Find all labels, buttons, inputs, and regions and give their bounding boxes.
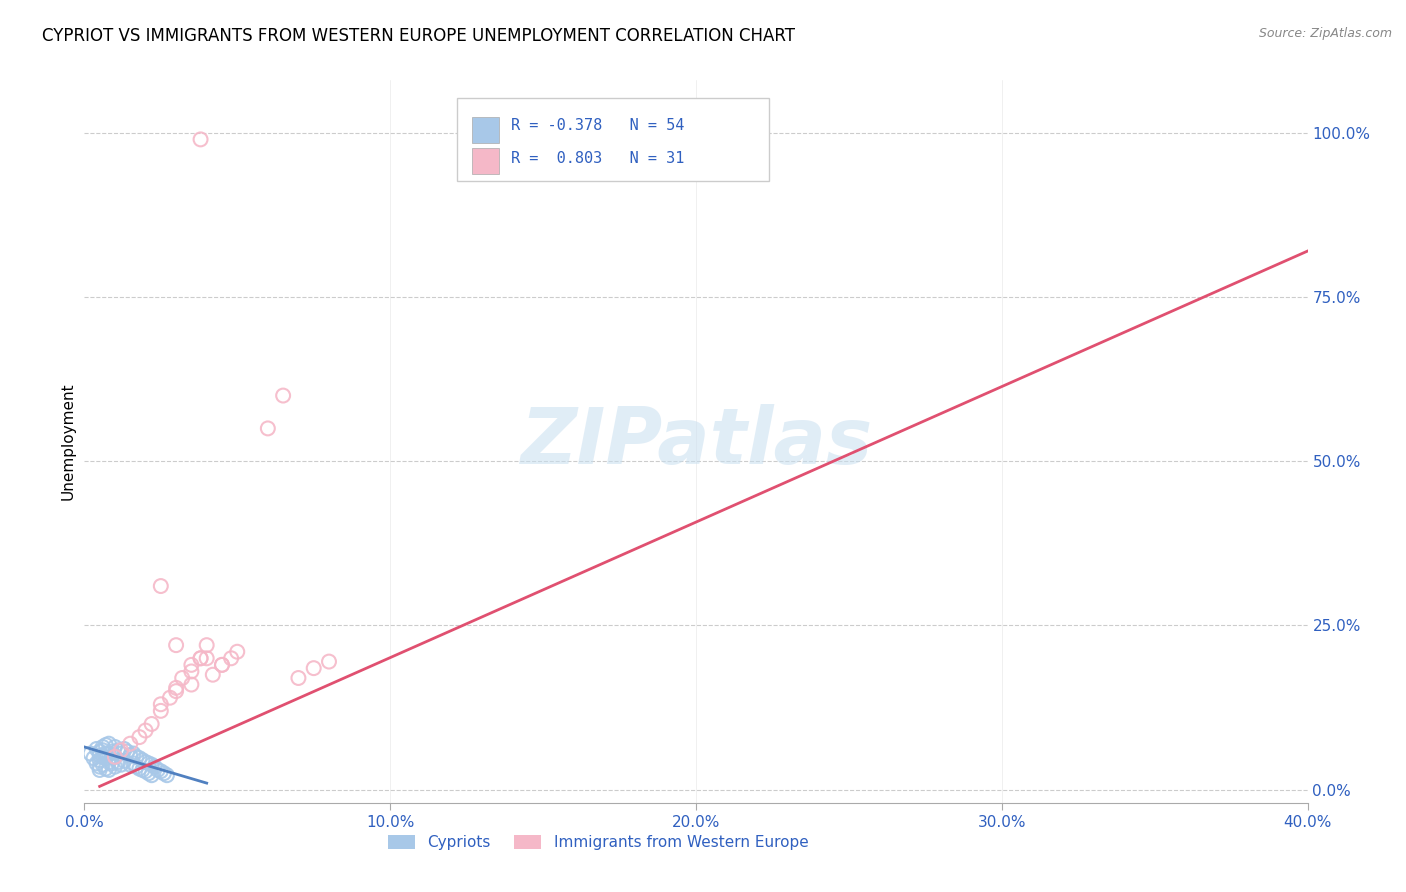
Point bbox=[211, 657, 233, 672]
Point bbox=[122, 756, 145, 771]
Point bbox=[97, 755, 120, 769]
Point bbox=[149, 704, 172, 718]
Point bbox=[125, 749, 148, 764]
Point bbox=[195, 651, 218, 665]
Point bbox=[110, 757, 132, 772]
Point bbox=[135, 723, 157, 738]
Point bbox=[190, 651, 212, 665]
Point bbox=[94, 751, 117, 765]
Point bbox=[180, 665, 202, 679]
Point bbox=[141, 757, 163, 772]
Point bbox=[135, 764, 157, 779]
Point bbox=[97, 747, 120, 761]
Point bbox=[271, 388, 294, 402]
Point bbox=[165, 681, 187, 695]
Point bbox=[94, 738, 117, 752]
Text: Source: ZipAtlas.com: Source: ZipAtlas.com bbox=[1258, 27, 1392, 40]
Point bbox=[141, 768, 163, 782]
Text: CYPRIOT VS IMMIGRANTS FROM WESTERN EUROPE UNEMPLOYMENT CORRELATION CHART: CYPRIOT VS IMMIGRANTS FROM WESTERN EUROP… bbox=[42, 27, 796, 45]
FancyBboxPatch shape bbox=[472, 148, 499, 174]
Point bbox=[104, 760, 127, 774]
FancyBboxPatch shape bbox=[457, 98, 769, 181]
Point bbox=[172, 671, 194, 685]
Point bbox=[79, 747, 101, 761]
Point bbox=[141, 717, 163, 731]
Point bbox=[101, 745, 124, 759]
Text: R =  0.803   N = 31: R = 0.803 N = 31 bbox=[512, 151, 685, 166]
Point bbox=[287, 671, 309, 685]
Point bbox=[211, 657, 233, 672]
Point bbox=[149, 698, 172, 712]
Point bbox=[138, 756, 160, 771]
Point bbox=[91, 757, 114, 772]
Point bbox=[89, 763, 111, 777]
Point bbox=[190, 651, 212, 665]
Point bbox=[128, 762, 150, 776]
Point bbox=[122, 747, 145, 761]
Point bbox=[104, 749, 127, 764]
Point bbox=[91, 739, 114, 754]
Point bbox=[149, 764, 172, 779]
Point bbox=[128, 730, 150, 744]
Point bbox=[131, 753, 153, 767]
Point bbox=[89, 760, 111, 774]
Point bbox=[149, 579, 172, 593]
Point bbox=[83, 751, 105, 765]
Point bbox=[107, 743, 129, 757]
Point bbox=[91, 749, 114, 764]
Point bbox=[94, 747, 117, 761]
Point bbox=[94, 762, 117, 776]
Point bbox=[107, 755, 129, 769]
Point bbox=[91, 743, 114, 757]
Point bbox=[110, 743, 132, 757]
Point bbox=[125, 760, 148, 774]
Point bbox=[97, 763, 120, 777]
Point bbox=[101, 756, 124, 771]
Point bbox=[165, 684, 187, 698]
Point bbox=[89, 748, 111, 763]
Legend: Cypriots, Immigrants from Western Europe: Cypriots, Immigrants from Western Europe bbox=[382, 830, 814, 856]
Point bbox=[131, 763, 153, 777]
Point bbox=[86, 742, 108, 756]
Point bbox=[143, 760, 166, 774]
Point bbox=[112, 754, 135, 768]
Point bbox=[318, 655, 340, 669]
Point bbox=[86, 756, 108, 771]
Point bbox=[195, 638, 218, 652]
Point bbox=[165, 638, 187, 652]
Point bbox=[128, 751, 150, 765]
Point bbox=[219, 651, 242, 665]
Point bbox=[110, 747, 132, 761]
Text: ZIPatlas: ZIPatlas bbox=[520, 403, 872, 480]
Point bbox=[97, 737, 120, 751]
Point bbox=[302, 661, 325, 675]
FancyBboxPatch shape bbox=[472, 117, 499, 143]
Text: R = -0.378   N = 54: R = -0.378 N = 54 bbox=[512, 119, 685, 133]
Point bbox=[115, 745, 138, 759]
Point bbox=[89, 753, 111, 767]
Point bbox=[180, 677, 202, 691]
Point bbox=[120, 757, 142, 772]
Point bbox=[146, 763, 169, 777]
Point bbox=[112, 742, 135, 756]
Point bbox=[120, 737, 142, 751]
Point bbox=[104, 749, 127, 764]
Point bbox=[89, 745, 111, 759]
Point bbox=[180, 657, 202, 672]
Point bbox=[159, 690, 181, 705]
Y-axis label: Unemployment: Unemployment bbox=[60, 383, 76, 500]
Point bbox=[104, 739, 127, 754]
Point bbox=[153, 766, 176, 780]
Point bbox=[156, 768, 179, 782]
Point bbox=[190, 132, 212, 146]
Point bbox=[226, 645, 249, 659]
Point bbox=[138, 766, 160, 780]
Point bbox=[201, 667, 224, 681]
Point bbox=[120, 748, 142, 763]
Point bbox=[257, 421, 280, 435]
Point bbox=[135, 755, 157, 769]
